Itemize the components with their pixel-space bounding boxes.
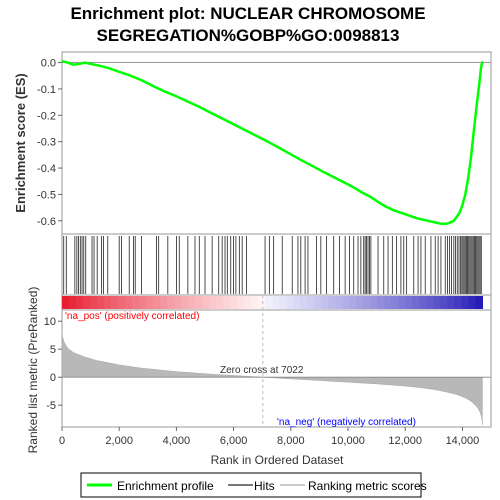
color-bar-segment — [398, 296, 406, 309]
es-y-tick-label: -0.4 — [37, 163, 56, 175]
color-bar-segment — [433, 296, 441, 309]
x-axis-label: Rank in Ordered Dataset — [211, 453, 344, 467]
color-bar-segment — [139, 296, 147, 309]
color-bar-segment — [174, 296, 182, 309]
ranked-y-tick-label: 10 — [44, 316, 56, 328]
legend-label-hits: Hits — [254, 479, 275, 493]
color-bar-segment — [461, 296, 469, 309]
color-bar-segment — [251, 296, 259, 309]
color-bar-segment — [363, 296, 371, 309]
color-bar-segment — [293, 296, 301, 309]
color-bar-segment — [300, 296, 308, 309]
x-tick-label: 4,000 — [163, 435, 191, 447]
color-bar-segment — [237, 296, 245, 309]
color-bar-segment — [377, 296, 385, 309]
x-tick-label: 6,000 — [220, 435, 248, 447]
color-bar-segment — [209, 296, 217, 309]
color-bar-segment — [321, 296, 329, 309]
color-bar-segment — [223, 296, 231, 309]
color-bar-segment — [195, 296, 203, 309]
positive-correlation-label: 'na_pos' (positively correlated) — [65, 311, 199, 322]
ranked-y-tick-label: 0 — [50, 372, 56, 384]
es-y-tick-label: -0.5 — [37, 189, 56, 201]
legend-label-ranking-metric-scores: Ranking metric scores — [308, 479, 427, 493]
color-bar-segment — [440, 296, 448, 309]
color-bar-segment — [328, 296, 336, 309]
chart-title-line-2: SEGREGATION%GOBP%GO:0098813 — [97, 26, 400, 45]
es-y-tick-label: -0.6 — [37, 216, 56, 228]
color-bar-segment — [279, 296, 287, 309]
color-bar-segment — [111, 296, 119, 309]
color-bar-segment — [244, 296, 252, 309]
zero-cross-label: Zero cross at 7022 — [220, 365, 304, 376]
color-bar-segment — [132, 296, 140, 309]
color-bar-segment — [97, 296, 105, 309]
es-y-axis-label: Enrichment score (ES) — [13, 73, 28, 212]
color-bar-segment — [188, 296, 196, 309]
color-bar-segment — [405, 296, 413, 309]
x-tick-label: 2,000 — [105, 435, 133, 447]
color-bar-segment — [160, 296, 168, 309]
color-bar-segment — [230, 296, 238, 309]
color-bar-segment — [307, 296, 315, 309]
es-y-tick-label: -0.1 — [37, 84, 56, 96]
legend-label-enrichment-profile: Enrichment profile — [117, 479, 214, 493]
ranked-y-tick-label: 5 — [50, 344, 56, 356]
hits-panel-frame — [62, 234, 491, 295]
es-panel-frame — [62, 52, 491, 234]
color-bar-segment — [419, 296, 427, 309]
color-bar-segment — [286, 296, 294, 309]
color-bar-segment — [118, 296, 126, 309]
color-bar-segment — [62, 296, 70, 309]
x-tick-label: 12,000 — [388, 435, 422, 447]
color-bar-segment — [412, 296, 420, 309]
x-tick-label: 8,000 — [277, 435, 305, 447]
negative-correlation-label: 'na_neg' (negatively correlated) — [277, 417, 416, 428]
es-y-tick-label: -0.3 — [37, 137, 56, 149]
color-bar-segment — [468, 296, 476, 309]
color-bar-segment — [202, 296, 210, 309]
color-bar-segment — [258, 296, 266, 309]
es-y-tick-label: 0.0 — [41, 58, 56, 70]
color-bar-segment — [104, 296, 112, 309]
color-bar-segment — [125, 296, 133, 309]
color-bar-segment — [76, 296, 84, 309]
ranked-y-tick-label: -5 — [46, 400, 56, 412]
x-tick-label: 0 — [59, 435, 65, 447]
color-bar-segment — [90, 296, 98, 309]
color-bar-segment — [356, 296, 364, 309]
color-bar-segment — [370, 296, 378, 309]
color-bar-segment — [384, 296, 392, 309]
es-y-tick-label: -0.2 — [37, 110, 56, 122]
color-bar-segment — [146, 296, 154, 309]
color-bar-segment — [153, 296, 161, 309]
color-bar-segment — [167, 296, 175, 309]
color-bar-segment — [335, 296, 343, 309]
color-bar-segment — [426, 296, 434, 309]
color-bar-segment — [314, 296, 322, 309]
x-tick-label: 10,000 — [331, 435, 365, 447]
color-bar-segment — [454, 296, 462, 309]
color-bar-segment — [83, 296, 91, 309]
color-bar-segment — [265, 296, 273, 309]
ranked-y-axis-label: Ranked list metric (PreRanked) — [26, 287, 40, 454]
color-bar-segment — [69, 296, 77, 309]
color-bar-segment — [216, 296, 224, 309]
color-bar-segment — [181, 296, 189, 309]
color-bar-segment — [447, 296, 455, 309]
color-bar-group — [62, 296, 483, 309]
x-axis-group: 0 2,000 4,000 6,000 8,000 10,000 12,000 14,000 — [59, 427, 479, 447]
x-tick-label: 14,000 — [446, 435, 480, 447]
color-bar-segment — [391, 296, 399, 309]
color-bar-segment — [349, 296, 357, 309]
color-bar-segment — [342, 296, 350, 309]
color-bar-segment — [272, 296, 280, 309]
color-bar-segment — [475, 296, 483, 309]
chart-title-line-1: Enrichment plot: NUCLEAR CHROMOSOME — [70, 4, 425, 23]
legend: Enrichment profile Hits Ranking metric s… — [81, 473, 427, 497]
